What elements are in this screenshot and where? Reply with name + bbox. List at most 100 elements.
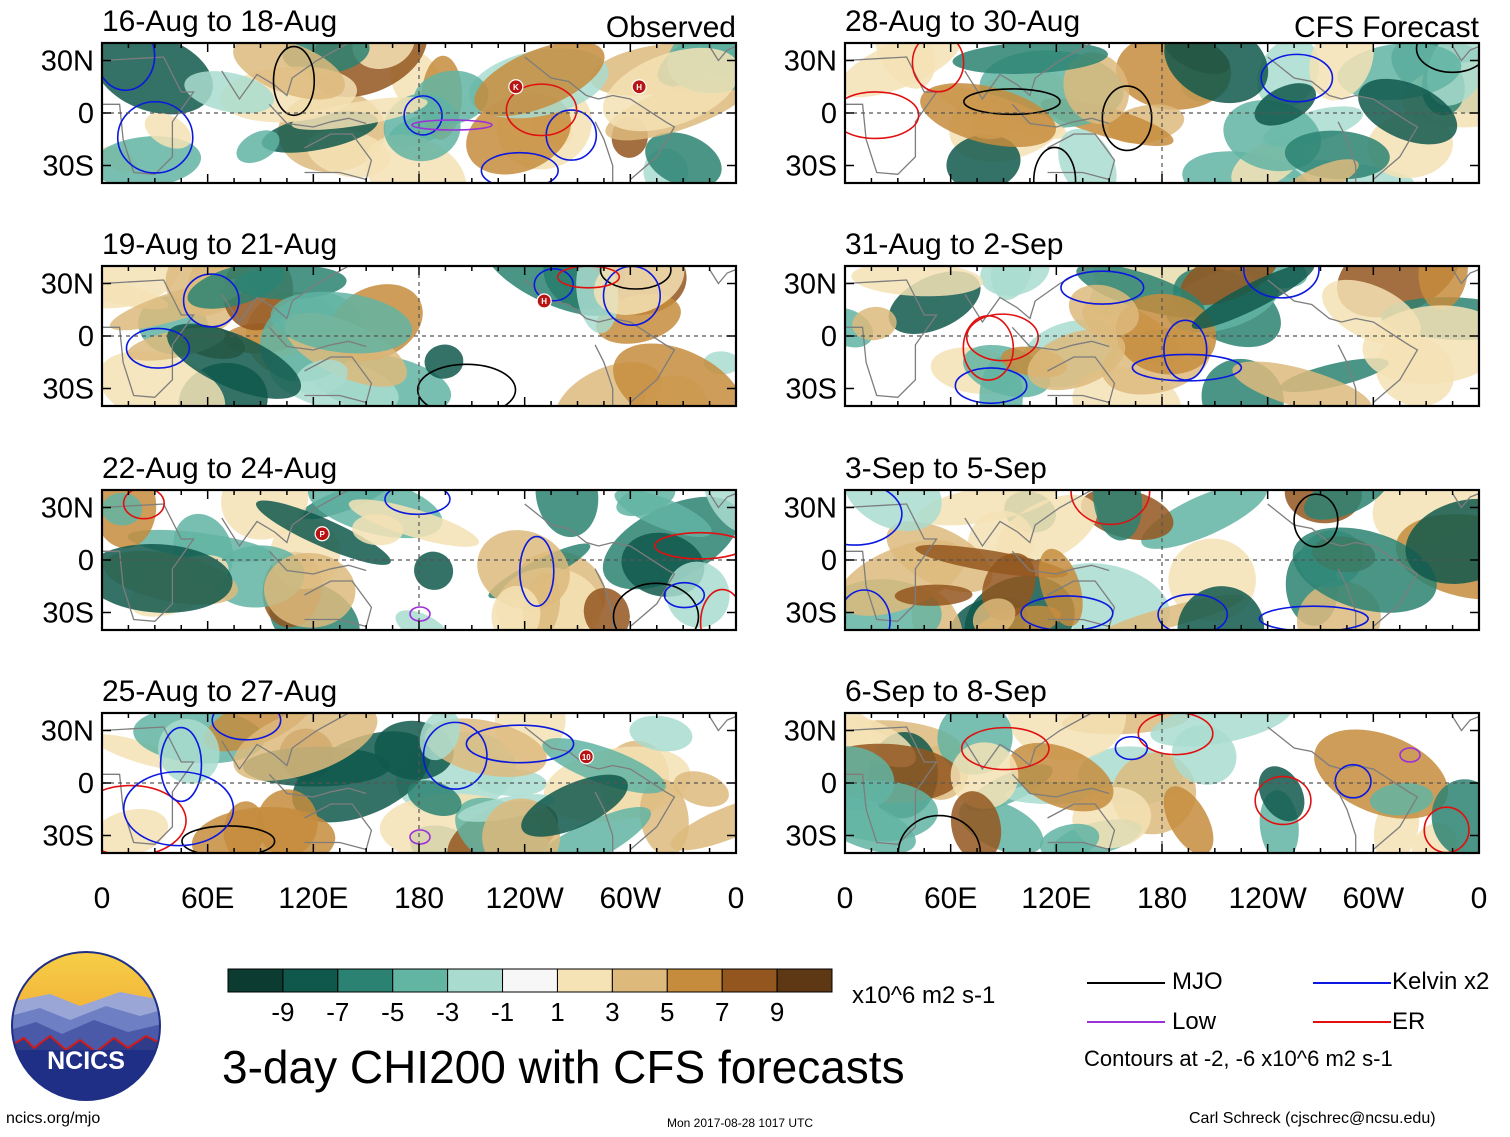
legend-line-mjo bbox=[1087, 982, 1165, 984]
footer-timestamp: Mon 2017-08-28 1017 UTC bbox=[667, 1116, 814, 1130]
storm-marker-label: P bbox=[319, 530, 325, 539]
colorbar-tick-label: 1 bbox=[550, 997, 564, 1027]
panel-period: 28-Aug to 30-Aug bbox=[845, 5, 1080, 38]
column-header: Observed bbox=[606, 11, 736, 44]
colorbar-tick-label: -1 bbox=[491, 997, 514, 1027]
y-tick-label: 30S bbox=[42, 598, 94, 630]
colorbar-swatch bbox=[502, 968, 558, 993]
y-tick-label: 0 bbox=[78, 321, 94, 353]
y-tick-label: 30S bbox=[785, 151, 837, 183]
x-tick-label: 0 bbox=[94, 882, 111, 915]
colorbar-swatch bbox=[392, 968, 449, 993]
x-tick-label: 60W bbox=[1342, 882, 1404, 915]
panel-period: 22-Aug to 24-Aug bbox=[102, 452, 337, 485]
legend-line-er bbox=[1313, 1021, 1391, 1023]
colorbar-swatch bbox=[776, 968, 833, 993]
y-tick-label: 0 bbox=[821, 545, 837, 577]
wave-contours bbox=[102, 43, 598, 183]
wave-contours bbox=[125, 266, 672, 406]
panel-period: 3-Sep to 5-Sep bbox=[845, 452, 1047, 485]
y-tick-label: 30S bbox=[785, 821, 837, 853]
y-tick-label: 30N bbox=[784, 46, 837, 78]
storm-marker-label: H bbox=[541, 297, 547, 306]
y-tick-label: 30N bbox=[41, 716, 94, 748]
x-tick-label: 60W bbox=[599, 882, 661, 915]
colorbar-tick-label: 3 bbox=[605, 997, 619, 1027]
y-tick-label: 0 bbox=[821, 98, 837, 130]
anomaly-shading bbox=[102, 266, 736, 406]
x-tick-label: 120E bbox=[1021, 882, 1091, 915]
y-tick-label: 0 bbox=[78, 545, 94, 577]
x-tick-label: 60E bbox=[181, 882, 234, 915]
legend-line-low bbox=[1087, 1021, 1165, 1023]
colorbar-tick-label: 9 bbox=[770, 997, 784, 1027]
chart-title: 3-day CHI200 with CFS forecasts bbox=[222, 1041, 905, 1093]
footer-author: Carl Schreck (cjschrec@ncsu.edu) bbox=[1189, 1110, 1436, 1127]
legend-line-kelvin bbox=[1313, 982, 1391, 984]
y-tick-label: 30N bbox=[784, 493, 837, 525]
storm-marker: K bbox=[508, 79, 524, 95]
x-tick-label: 0 bbox=[728, 882, 745, 915]
wave-contours bbox=[845, 43, 1479, 183]
wave-contours bbox=[954, 266, 1320, 405]
panel-1: K H 30N 0 30S 16-Aug to 18-Aug Observed bbox=[41, 5, 738, 185]
colorbar-tick-label: -3 bbox=[436, 997, 459, 1027]
panel-period: 16-Aug to 18-Aug bbox=[102, 5, 337, 38]
y-tick-label: 30S bbox=[42, 821, 94, 853]
colorbar-swatch bbox=[611, 968, 668, 993]
storm-marker-label: 10 bbox=[582, 753, 591, 762]
legend-label-er: ER bbox=[1392, 1008, 1426, 1035]
colorbar-swatch bbox=[721, 968, 778, 993]
colorbar-units: x10^6 m2 s-1 bbox=[852, 982, 996, 1009]
panel-3: P 30N 0 30S 22-Aug to 24-Aug bbox=[41, 452, 738, 632]
panel-2: H 30N 0 30S 19-Aug to 21-Aug bbox=[41, 228, 738, 408]
x-tick-label: 120W bbox=[1228, 882, 1307, 915]
y-tick-label: 30S bbox=[785, 374, 837, 406]
column-header: CFS Forecast bbox=[1294, 11, 1480, 44]
y-tick-label: 0 bbox=[821, 321, 837, 353]
coastlines bbox=[102, 490, 736, 630]
y-tick-label: 30N bbox=[784, 716, 837, 748]
y-tick-label: 30N bbox=[41, 493, 94, 525]
colorbar: -9 -7 -5 -3 -1 1 3 5 7 9 bbox=[227, 968, 833, 1027]
colorbar-tick-label: 5 bbox=[660, 997, 674, 1027]
x-tick-label: 180 bbox=[394, 882, 444, 915]
legend-label-kelvin: Kelvin x2 bbox=[1392, 968, 1490, 995]
coastlines bbox=[845, 490, 1479, 630]
colorbar-swatch bbox=[282, 968, 339, 993]
coastlines bbox=[845, 266, 1479, 406]
panel-6: 30N 0 30S 31-Aug to 2-Sep bbox=[784, 228, 1481, 408]
y-tick-label: 30S bbox=[785, 598, 837, 630]
colorbar-swatch bbox=[447, 968, 504, 993]
colorbar-swatch bbox=[556, 968, 613, 993]
footer-url[interactable]: ncics.org/mjo bbox=[6, 1110, 101, 1127]
x-tick-label: 180 bbox=[1137, 882, 1187, 915]
panel-period: 25-Aug to 27-Aug bbox=[102, 675, 337, 708]
wave-contours bbox=[122, 490, 736, 630]
storm-marker-label: K bbox=[513, 83, 519, 92]
legend-label-mjo: MJO bbox=[1172, 968, 1223, 995]
storm-marker: 10 bbox=[578, 749, 594, 765]
y-tick-label: 0 bbox=[78, 768, 94, 800]
legend-label-low: Low bbox=[1172, 1008, 1217, 1035]
panel-period: 19-Aug to 21-Aug bbox=[102, 228, 337, 261]
y-tick-label: 0 bbox=[78, 98, 94, 130]
colorbar-tick-label: -5 bbox=[381, 997, 404, 1027]
x-tick-label: 0 bbox=[1471, 882, 1488, 915]
panel-period: 31-Aug to 2-Sep bbox=[845, 228, 1063, 261]
x-tick-label: 60E bbox=[924, 882, 977, 915]
x-tick-label: 120W bbox=[485, 882, 564, 915]
panel-7: 30N 0 30S 3-Sep to 5-Sep bbox=[784, 452, 1481, 632]
colorbar-swatch bbox=[227, 968, 284, 993]
storm-marker: P bbox=[314, 526, 330, 542]
colorbar-swatch bbox=[666, 968, 723, 993]
panel-5: 30N 0 30S 28-Aug to 30-Aug CFS Forecast bbox=[784, 5, 1481, 185]
y-tick-label: 30S bbox=[42, 151, 94, 183]
storm-marker: H bbox=[536, 293, 552, 309]
wave-contours bbox=[845, 490, 1369, 630]
contour-note: Contours at -2, -6 x10^6 m2 s-1 bbox=[1084, 1046, 1393, 1071]
colorbar-tick-label: -9 bbox=[271, 997, 294, 1027]
panel-period: 6-Sep to 8-Sep bbox=[845, 675, 1047, 708]
anomaly-shading bbox=[845, 713, 1479, 853]
